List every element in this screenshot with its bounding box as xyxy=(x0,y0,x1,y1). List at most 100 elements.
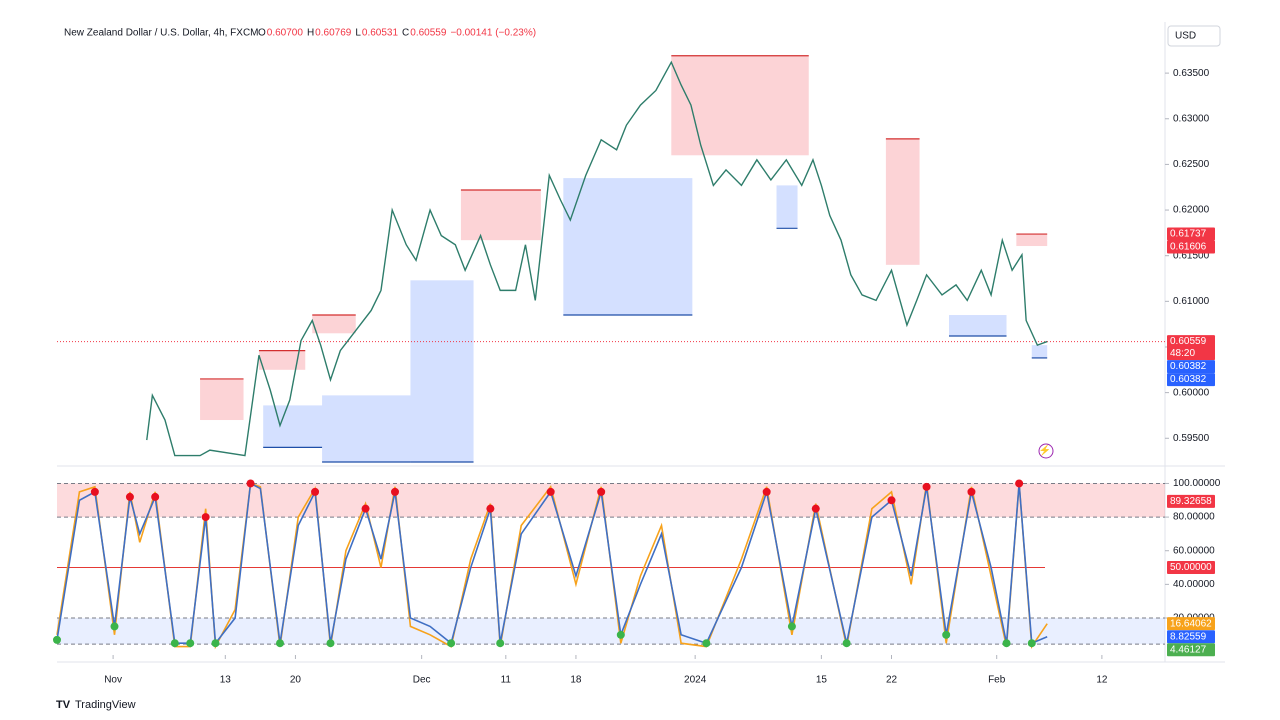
icon-ring[interactable] xyxy=(1038,443,1054,459)
overbought-band xyxy=(57,483,1165,518)
price-badge xyxy=(1167,240,1215,254)
signal-dot xyxy=(246,479,255,488)
signal-dot xyxy=(922,482,931,491)
zone xyxy=(1031,345,1048,358)
x-tick-label: Dec xyxy=(413,675,431,686)
price-badge-label: 0.60382 xyxy=(1170,361,1207,372)
signal-dot xyxy=(842,639,851,648)
icon[interactable]: ⚡ xyxy=(1039,444,1051,457)
signal-dot xyxy=(1002,639,1011,648)
ohlc-value: 0.60769 xyxy=(315,28,352,39)
zone xyxy=(263,405,323,448)
x-tick-label: Feb xyxy=(988,675,1006,686)
zone xyxy=(885,138,920,265)
zone xyxy=(1016,234,1048,247)
ohlc-key: C xyxy=(402,28,409,39)
ohlc-key: O xyxy=(258,28,266,39)
zone xyxy=(671,55,809,156)
y-tick-label: 100.00000 xyxy=(1173,478,1221,489)
x-tick-label: 13 xyxy=(220,675,232,686)
price-badge xyxy=(1167,335,1215,361)
signal-dot xyxy=(597,487,606,496)
signal-dot xyxy=(326,639,335,648)
ohlc-key: H xyxy=(307,28,314,39)
y-tick-label: 60.00000 xyxy=(1173,545,1215,556)
x-tick-label: 20 xyxy=(290,675,302,686)
signal-dot xyxy=(967,487,976,496)
signal-dot xyxy=(702,639,711,648)
signal-dot xyxy=(486,504,495,513)
oversold-band xyxy=(57,618,1165,645)
currency-button[interactable] xyxy=(1167,25,1221,47)
x-tick-label: 11 xyxy=(501,675,512,686)
zone xyxy=(312,315,356,334)
y-tick-label: 0.61500 xyxy=(1173,250,1210,261)
signal-dot xyxy=(90,487,99,496)
price-badge-label: 0.61606 xyxy=(1170,242,1207,253)
price-badge xyxy=(1167,227,1215,241)
signal-dot xyxy=(170,639,179,648)
signal-dot xyxy=(276,639,285,648)
signal-dot xyxy=(546,487,555,496)
ohlc-change: −0.00141 (−0.23%) xyxy=(450,28,536,39)
footer-icon: TV xyxy=(56,699,71,711)
price-badge-timer: 48:20 xyxy=(1170,348,1195,359)
signal-dot xyxy=(942,630,951,639)
signal-dot xyxy=(811,504,820,513)
y-tick-label: 0.63000 xyxy=(1173,113,1210,124)
x-tick-label: 18 xyxy=(570,675,582,686)
price-badge xyxy=(1167,617,1215,631)
zone xyxy=(200,378,244,421)
signal-dot xyxy=(391,487,400,496)
signal-dot xyxy=(787,622,796,631)
zone xyxy=(258,350,306,370)
ohlc-key: L xyxy=(355,28,361,39)
x-tick-label: 15 xyxy=(816,675,828,686)
y-tick-label: 40.00000 xyxy=(1173,579,1215,590)
signal-dot xyxy=(1027,639,1036,648)
signal-dot xyxy=(211,639,220,648)
zone xyxy=(410,280,474,462)
y-tick-label: 0.62500 xyxy=(1173,159,1210,170)
y-tick-label: 0.63500 xyxy=(1173,68,1210,79)
ohlc-value: 0.60531 xyxy=(362,28,399,39)
price-badge-label: 50.00000 xyxy=(1170,562,1212,573)
ohlc-value: 0.60700 xyxy=(267,28,304,39)
currency: USD xyxy=(1175,31,1196,42)
price-badge xyxy=(1167,561,1215,575)
signal-dot xyxy=(186,639,195,648)
price-badge xyxy=(1167,494,1215,508)
price-badge xyxy=(1167,643,1215,657)
price-badge xyxy=(1167,373,1215,387)
signal-dot xyxy=(201,513,210,522)
signal-dot xyxy=(151,492,160,501)
zone xyxy=(322,395,411,462)
signal-dot xyxy=(361,504,370,513)
signal-dot xyxy=(311,487,320,496)
zone xyxy=(563,178,693,316)
signal-dot xyxy=(53,635,61,644)
data-line xyxy=(146,60,1048,457)
footer-logo: TradingView xyxy=(75,699,136,711)
zone xyxy=(949,315,1007,337)
price-badge-label: 16.64062 xyxy=(1170,618,1212,629)
price-badge xyxy=(1167,360,1215,374)
x-tick-label: Nov xyxy=(104,675,122,686)
zone xyxy=(460,189,541,241)
chart-title: New Zealand Dollar / U.S. Dollar, 4h, FX… xyxy=(64,28,259,39)
y-tick-label: 0.61000 xyxy=(1173,296,1210,307)
signal-dot xyxy=(447,639,456,648)
x-tick-label: 2024 xyxy=(684,675,707,686)
price-badge-label: 0.60559 xyxy=(1170,336,1207,347)
x-tick-label: 12 xyxy=(1096,675,1108,686)
ohlc-value: 0.60559 xyxy=(410,28,447,39)
y-tick-label: 0.62000 xyxy=(1173,205,1210,216)
price-badge-label: 0.60382 xyxy=(1170,374,1207,385)
price-badge-label: 4.46127 xyxy=(1170,644,1207,655)
signal-dot xyxy=(887,496,896,505)
y-tick-label: 80.00000 xyxy=(1173,512,1215,523)
signal-dot xyxy=(496,639,505,648)
signal-dot xyxy=(110,622,119,631)
price-badge-label: 0.61737 xyxy=(1170,229,1207,240)
